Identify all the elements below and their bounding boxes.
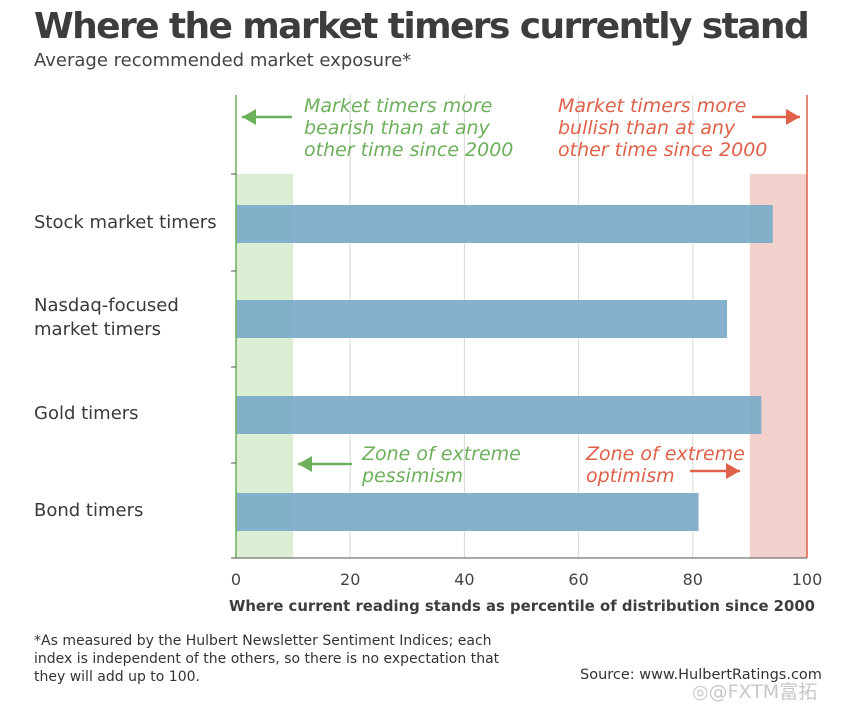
- category-label: Stock market timers: [34, 212, 217, 233]
- bar: [236, 396, 762, 434]
- bullish-annotation: Market timers more: [558, 95, 746, 117]
- x-tick-label: 80: [683, 570, 703, 589]
- optimism-annotation: Zone of extreme: [585, 443, 745, 465]
- category-label: Gold timers: [34, 403, 139, 424]
- pessimism-arrow-head: [298, 456, 312, 472]
- bar: [236, 300, 728, 338]
- category-label: market timers: [34, 319, 161, 340]
- bearish-annotation: other time since 2000: [304, 139, 513, 161]
- source-note: Source: www.HulbertRatings.com: [580, 667, 822, 683]
- x-tick-label: 20: [340, 570, 360, 589]
- bullish-annotation: bullish than at any: [558, 117, 736, 139]
- bullish-annotation: other time since 2000: [558, 139, 767, 161]
- chart-subtitle: Average recommended market exposure*: [34, 50, 412, 71]
- bar-chart: Stock market timers Nasdaq-focused market …: [34, 95, 823, 615]
- bullish-arrow-head: [786, 109, 800, 125]
- bearish-annotation: bearish than at any: [304, 117, 490, 139]
- bearish-annotation: Market timers more: [304, 95, 492, 117]
- x-tick-label: 40: [454, 570, 474, 589]
- pessimism-annotation: pessimism: [361, 465, 463, 487]
- bar: [236, 205, 773, 243]
- x-tick-label: 100: [792, 570, 823, 589]
- watermark: ◎@FXTM富拓: [692, 681, 818, 703]
- category-label: Bond timers: [34, 500, 143, 521]
- bar: [236, 493, 699, 531]
- chart-title: Where the market timers currently stand: [34, 6, 810, 47]
- bearish-arrow-head: [242, 109, 256, 125]
- pessimism-annotation: Zone of extreme: [361, 443, 521, 465]
- category-label: Nasdaq-focused: [34, 295, 179, 316]
- optimism-annotation: optimism: [586, 465, 675, 487]
- x-tick-label: 60: [568, 570, 588, 589]
- x-tick-label: 0: [231, 570, 241, 589]
- optimism-arrow-head: [726, 463, 740, 479]
- x-axis-label: Where current reading stands as percenti…: [229, 597, 815, 615]
- footnote: *As measured by the Hulbert Newsletter S…: [34, 633, 500, 685]
